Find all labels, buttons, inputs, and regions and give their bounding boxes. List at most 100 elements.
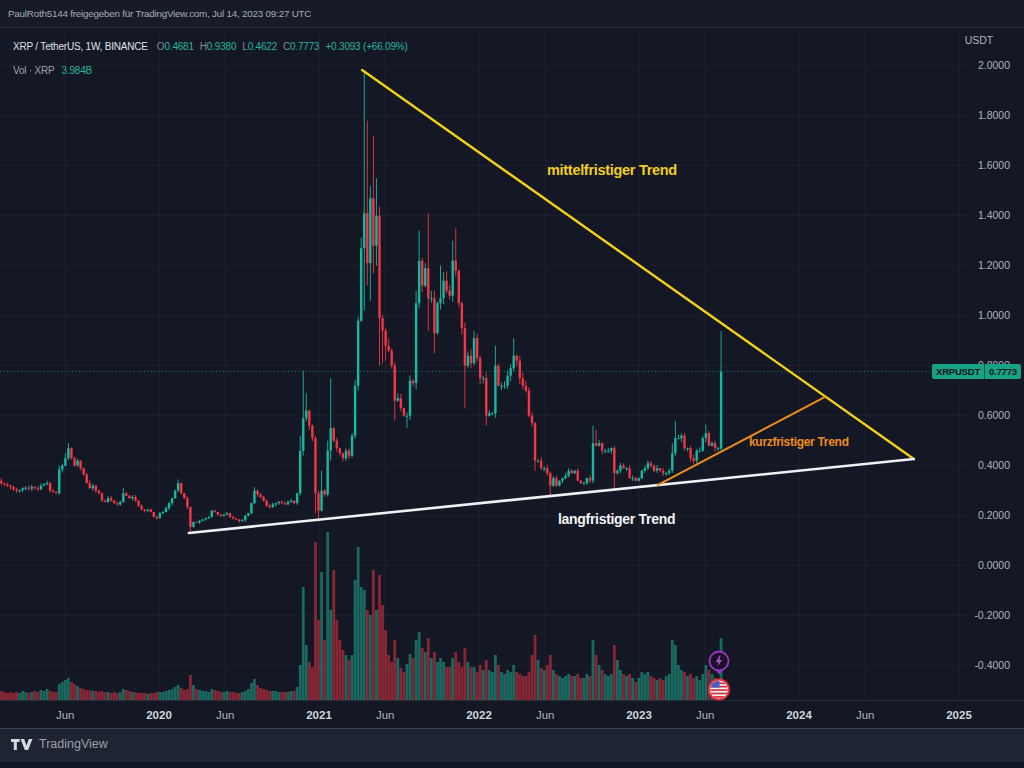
volume-bar — [107, 692, 110, 700]
volume-bar — [52, 692, 55, 700]
annotation-mittelfristiger-trend[interactable]: mittelfristiger Trend — [547, 162, 677, 178]
candle-body — [662, 471, 664, 474]
volume-bar — [116, 693, 119, 700]
candle-body — [147, 509, 149, 510]
volume-bar — [695, 676, 698, 700]
volume-bar — [387, 655, 390, 700]
candle-body — [601, 443, 603, 451]
candle-body — [159, 513, 161, 518]
volume-bar — [311, 667, 314, 700]
volume-bar — [573, 676, 576, 700]
candle-body — [680, 436, 682, 439]
volume-bar — [561, 678, 564, 700]
volume-bar — [15, 692, 18, 700]
attribution-bar: PaulRoth5144 freigegeben für TradingView… — [0, 0, 1024, 28]
volume-bar — [625, 676, 628, 700]
candle-body — [275, 503, 277, 504]
candle-body — [223, 514, 225, 515]
candle-body — [55, 492, 57, 493]
volume-bar — [689, 674, 692, 700]
volume-bar — [345, 655, 348, 700]
volume-bar — [296, 687, 299, 700]
volume-bar — [277, 692, 280, 700]
lightning-icon[interactable] — [710, 652, 729, 675]
volume-bar — [79, 688, 82, 700]
volume-bar — [250, 683, 253, 700]
volume-bar — [104, 692, 107, 700]
candle-body — [168, 503, 170, 508]
volume-bar — [6, 693, 9, 700]
volume-bar — [226, 691, 229, 700]
volume-bar — [677, 665, 680, 700]
candle-body — [635, 478, 637, 481]
candle-body — [412, 381, 414, 384]
volume-bar — [305, 645, 308, 700]
volume-bar — [326, 532, 329, 700]
candle-body — [208, 517, 210, 518]
candle-body — [528, 391, 530, 416]
candle-body — [195, 522, 197, 523]
volume-bar — [119, 692, 122, 700]
volume-bar — [662, 680, 665, 700]
candle-body — [189, 507, 191, 527]
volume-bar — [659, 678, 662, 700]
candle-body — [391, 351, 393, 366]
volume-bar — [64, 680, 67, 700]
volume-bar — [497, 665, 500, 700]
price-chart-canvas[interactable]: 2.00001.80001.60001.40001.20001.00000.80… — [0, 0, 1024, 768]
volume-bar — [152, 693, 155, 700]
volume-bar — [18, 693, 21, 700]
candle-body — [204, 518, 206, 519]
volume-bar — [140, 693, 143, 700]
volume-bar — [281, 692, 284, 700]
candle-body — [143, 509, 145, 510]
candle-body — [394, 366, 396, 401]
volume-bar — [430, 658, 433, 700]
timeline-markers — [701, 646, 739, 708]
time-tick-label: Jun — [696, 709, 715, 721]
volume-bar — [631, 678, 634, 700]
candle-body — [375, 216, 377, 246]
candle-body — [509, 368, 511, 376]
volume-bar — [647, 672, 650, 700]
candle-body — [564, 476, 566, 479]
annotation-kurzfristiger-trend[interactable]: kurzfristiger Trend — [749, 435, 849, 449]
candle-body — [479, 358, 481, 378]
legend-symbol-row: XRP / TetherUS, 1W, BINANCE O 0.4681 H 0… — [13, 41, 408, 52]
volume-bar — [470, 667, 473, 700]
volume-bar — [503, 674, 506, 700]
candle-body — [311, 426, 313, 439]
volume-bar — [338, 640, 341, 700]
candle-body — [134, 497, 136, 501]
volume-bar — [601, 670, 604, 700]
volume-bar — [125, 690, 128, 700]
candle-body — [531, 416, 533, 424]
volume-bar — [268, 691, 271, 700]
annotation-langfristiger-trend[interactable]: langfristiger Trend — [558, 511, 675, 527]
candle-body — [110, 498, 112, 501]
volume-bar — [421, 648, 424, 700]
volume-bar — [259, 688, 262, 700]
volume-bar — [537, 660, 540, 700]
volume-bar — [464, 648, 467, 700]
candle-body — [476, 338, 478, 358]
trendline-mittelfristiger[interactable] — [362, 70, 914, 459]
volume-bar — [314, 542, 317, 700]
candle-body — [232, 517, 234, 518]
candle-body — [540, 461, 542, 469]
candle-body — [653, 466, 655, 471]
candle-body — [424, 268, 426, 286]
candle-body — [625, 468, 627, 469]
candle-body — [336, 441, 338, 449]
candle-body — [235, 518, 237, 519]
us-flag-icon[interactable] — [709, 680, 729, 700]
candle-body — [58, 469, 60, 493]
candle-body — [9, 486, 11, 487]
tradingview-chart-window: 2.00001.80001.60001.40001.20001.00000.80… — [0, 0, 1024, 768]
volume-bar — [457, 662, 460, 700]
candle-body — [668, 471, 670, 474]
tradingview-logo[interactable]: TradingView — [11, 737, 108, 751]
candle-body — [241, 520, 243, 521]
candle-body — [619, 466, 621, 471]
symbol-title[interactable]: XRP / TetherUS, 1W, BINANCE — [13, 41, 148, 52]
